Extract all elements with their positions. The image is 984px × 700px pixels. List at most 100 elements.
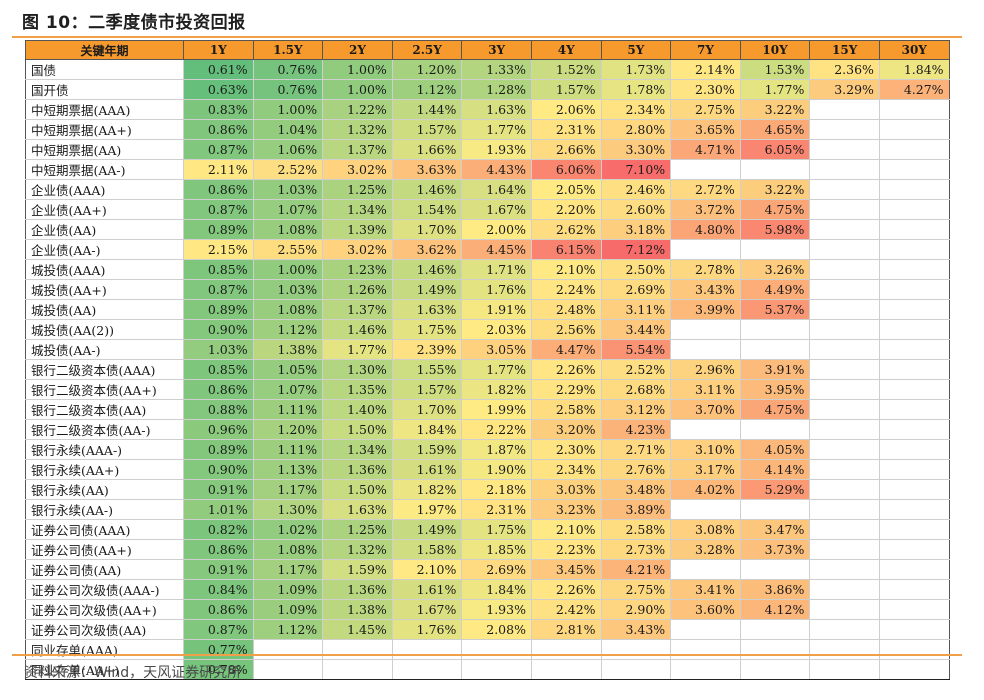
value-cell: 2.10% [391, 559, 463, 581]
value-cell: 2.69% [461, 559, 532, 581]
value-cell [530, 659, 602, 681]
value-cell [878, 559, 950, 581]
value-cell: 2.69% [600, 279, 672, 301]
table-row: 证券公司次级债(AA+) 0.86% 1.09% 1.38% 1.67% 1.93% 2.4… [25, 599, 950, 621]
row-label: 国债 [25, 59, 184, 81]
value-cell: 2.81% [530, 619, 602, 641]
figure-title: 图 10：二季度债市投资回报 [22, 13, 246, 33]
value-cell: 1.32% [322, 119, 393, 141]
value-cell: 3.62% [391, 239, 463, 261]
value-cell: 2.18% [461, 479, 532, 501]
value-cell [809, 259, 880, 281]
value-cell: 1.13% [252, 459, 324, 481]
value-cell: 1.07% [252, 379, 324, 401]
value-cell: 1.93% [461, 139, 532, 161]
value-cell: 0.88% [183, 399, 254, 421]
value-cell: 1.84% [461, 579, 532, 601]
value-cell: 1.25% [322, 519, 393, 541]
value-cell: 2.26% [530, 359, 602, 381]
value-cell [670, 239, 741, 261]
row-label: 银行永续(AA-) [25, 499, 184, 521]
value-cell: 1.84% [391, 419, 463, 441]
table-row: 城投债(AA-) 1.03% 1.38% 1.77% 2.39% 3.05% 4.47% 5.… [25, 339, 950, 361]
row-label: 银行永续(AA) [25, 479, 184, 501]
value-cell: 1.50% [322, 479, 393, 501]
value-cell: 3.12% [600, 399, 672, 421]
table-row: 银行二级资本债(AA+) 0.86% 1.07% 1.35% 1.57% 1.82% 2.2… [25, 379, 950, 401]
value-cell: 3.95% [739, 379, 811, 401]
value-cell: 2.46% [600, 179, 672, 201]
value-cell [878, 119, 950, 141]
value-cell: 1.76% [391, 619, 463, 641]
value-cell [809, 619, 880, 641]
value-cell [809, 319, 880, 341]
value-cell: 1.12% [252, 619, 324, 641]
value-cell: 1.00% [322, 79, 393, 101]
value-cell: 3.48% [600, 479, 672, 501]
value-cell: 1.49% [391, 279, 463, 301]
value-cell: 2.62% [530, 219, 602, 241]
value-cell: 3.47% [739, 519, 811, 541]
value-cell: 2.42% [530, 599, 602, 621]
value-cell: 0.76% [252, 79, 324, 101]
value-cell: 4.75% [739, 399, 811, 421]
value-cell: 2.56% [530, 319, 602, 341]
value-cell: 0.91% [183, 559, 254, 581]
value-cell [809, 359, 880, 381]
returns-table: 关键年期 1Y 1.5Y 2Y 2.5Y 3Y 4Y 5Y 7Y 10Y 15Y 30Y 国债 0.61… [25, 39, 950, 681]
value-cell: 1.35% [322, 379, 393, 401]
row-label: 证券公司债(AA+) [25, 539, 184, 561]
value-cell: 0.91% [183, 479, 254, 501]
table-row: 证券公司债(AA+) 0.86% 1.08% 1.32% 1.58% 1.85% 2.23%… [25, 539, 950, 561]
value-cell: 2.05% [530, 179, 602, 201]
table-row: 国开债 0.63% 0.76% 1.00% 1.12% 1.28% 1.57% 1.78% 2.… [25, 79, 950, 101]
value-cell: 4.43% [461, 159, 532, 181]
table-row: 银行二级资本债(AA-) 0.96% 1.20% 1.50% 1.84% 2.22% 3.2… [25, 419, 950, 441]
value-cell: 1.64% [461, 179, 532, 201]
value-cell: 0.86% [183, 179, 254, 201]
value-cell [809, 279, 880, 301]
value-cell: 1.11% [252, 439, 324, 461]
value-cell: 1.00% [252, 99, 324, 121]
value-cell: 3.20% [530, 419, 602, 441]
value-cell: 3.60% [670, 599, 741, 621]
value-cell: 2.60% [600, 199, 672, 221]
value-cell: 3.89% [600, 499, 672, 521]
value-cell [878, 599, 950, 621]
value-cell: 1.09% [252, 579, 324, 601]
value-cell [878, 519, 950, 541]
value-cell: 4.21% [600, 559, 672, 581]
value-cell [809, 499, 880, 521]
value-cell: 1.03% [183, 339, 254, 361]
value-cell: 2.75% [600, 579, 672, 601]
value-cell: 1.20% [252, 419, 324, 441]
value-cell: 3.91% [739, 359, 811, 381]
value-cell [809, 179, 880, 201]
value-cell: 1.08% [252, 299, 324, 321]
row-label: 银行二级资本债(AA+) [25, 379, 184, 401]
value-cell [530, 639, 602, 661]
value-cell: 1.57% [530, 79, 602, 101]
value-cell: 1.82% [461, 379, 532, 401]
value-cell [809, 339, 880, 361]
value-cell: 3.29% [809, 79, 880, 101]
value-cell [878, 159, 950, 181]
row-label: 企业债(AA-) [25, 239, 184, 261]
value-cell [809, 599, 880, 621]
value-cell [670, 419, 741, 441]
value-cell: 0.89% [183, 219, 254, 241]
value-cell: 5.98% [739, 219, 811, 241]
value-cell: 2.52% [252, 159, 324, 181]
value-cell [878, 539, 950, 561]
value-cell: 1.77% [461, 359, 532, 381]
value-cell: 1.77% [739, 79, 811, 101]
value-cell: 1.46% [391, 179, 463, 201]
value-cell: 3.73% [739, 539, 811, 561]
value-cell [809, 579, 880, 601]
value-cell [809, 559, 880, 581]
value-cell: 0.82% [183, 519, 254, 541]
row-label: 银行二级资本债(AAA) [25, 359, 184, 381]
value-cell: 1.63% [461, 99, 532, 121]
value-cell: 3.02% [322, 159, 393, 181]
table-row: 企业债(AA-) 2.15% 2.55% 3.02% 3.62% 4.45% 6.15% 7.… [25, 239, 950, 261]
